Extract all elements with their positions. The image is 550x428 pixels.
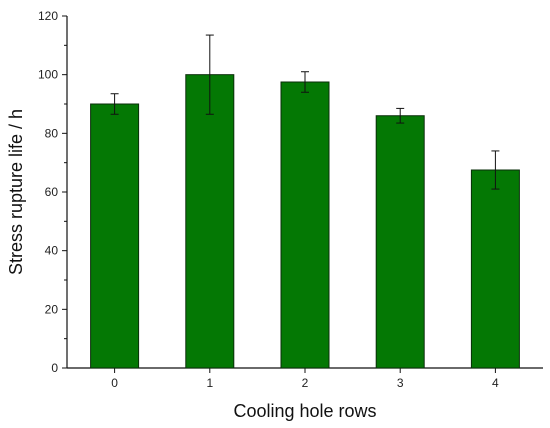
bars <box>90 74 520 369</box>
y-axis-title: Stress rupture life / h <box>6 109 26 275</box>
x-tick-label: 0 <box>111 376 118 390</box>
x-axis-ticks: 0 1 2 3 4 <box>111 368 499 390</box>
y-tick-label: 40 <box>45 244 59 258</box>
error-bar-4 <box>491 150 500 190</box>
bar-3 <box>375 115 425 369</box>
y-tick-label: 60 <box>45 185 59 199</box>
x-tick-label: 2 <box>302 376 309 390</box>
x-tick-label: 3 <box>397 376 404 390</box>
y-tick-label: 20 <box>45 302 59 316</box>
bar-4 <box>470 169 520 369</box>
y-tick-label: 0 <box>51 361 58 375</box>
x-tick-label: 4 <box>492 376 499 390</box>
x-tick-label: 1 <box>206 376 213 390</box>
y-tick-label: 120 <box>38 9 58 23</box>
error-bars <box>110 34 500 190</box>
error-bar-2 <box>301 71 309 93</box>
y-axis-ticks: 0 20 40 60 80 100 120 <box>38 9 67 375</box>
x-axis-title: Cooling hole rows <box>233 401 376 421</box>
error-bar-3 <box>396 107 405 124</box>
error-bar-0 <box>110 93 119 115</box>
error-bar-1 <box>205 34 214 115</box>
bar-1 <box>185 74 235 369</box>
bar-0 <box>90 103 140 369</box>
y-tick-label: 100 <box>38 68 58 82</box>
bar-2 <box>280 81 330 369</box>
y-tick-label: 80 <box>45 126 59 140</box>
